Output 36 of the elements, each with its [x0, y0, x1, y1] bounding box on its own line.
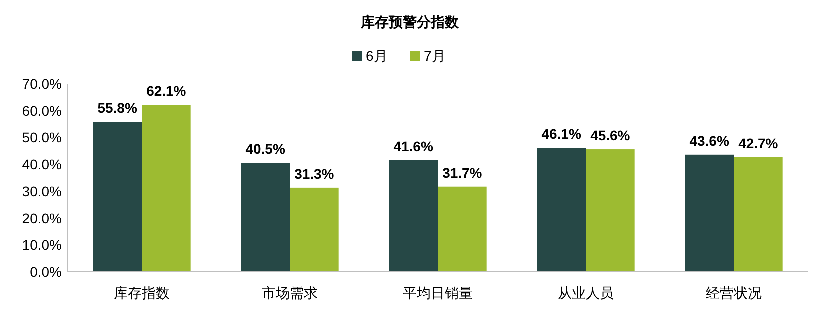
- y-tick-label: 20.0%: [22, 210, 62, 226]
- data-label: 46.1%: [542, 126, 582, 142]
- x-tick-label: 经营状况: [706, 285, 762, 301]
- x-tick-label: 从业人员: [558, 285, 614, 301]
- legend-label: 6月: [366, 48, 388, 64]
- data-label: 31.3%: [294, 166, 335, 182]
- data-label: 62.1%: [146, 83, 187, 100]
- x-tick-label: 市场需求: [262, 285, 318, 301]
- data-label: 31.7%: [442, 164, 483, 181]
- bar: [685, 154, 734, 272]
- bar: [586, 150, 635, 272]
- bar: [537, 148, 586, 272]
- data-label: 43.6%: [690, 132, 730, 149]
- bar: [241, 163, 290, 272]
- data-label: 40.5%: [246, 141, 286, 158]
- legend-label: 7月: [424, 48, 446, 64]
- x-tick-label: 库存指数: [114, 285, 170, 301]
- y-tick-label: 70.0%: [22, 76, 62, 92]
- bar: [93, 122, 142, 272]
- data-label: 55.8%: [98, 100, 138, 116]
- bar: [438, 186, 487, 272]
- y-tick-label: 10.0%: [22, 237, 62, 254]
- x-tick-label: 平均日销量: [403, 285, 473, 301]
- data-label: 41.6%: [394, 138, 434, 154]
- chart-title: 库存预警分指数: [360, 14, 460, 30]
- bar: [290, 188, 339, 272]
- data-label: 45.6%: [590, 128, 631, 144]
- y-tick-label: 0.0%: [30, 264, 62, 280]
- bar: [142, 105, 191, 272]
- y-tick-label: 50.0%: [22, 130, 62, 146]
- bar: [734, 157, 783, 272]
- y-tick-label: 40.0%: [22, 156, 62, 173]
- y-tick-label: 30.0%: [22, 183, 62, 200]
- y-tick-label: 60.0%: [22, 102, 62, 119]
- data-label: 42.7%: [738, 135, 779, 152]
- bar: [389, 160, 438, 272]
